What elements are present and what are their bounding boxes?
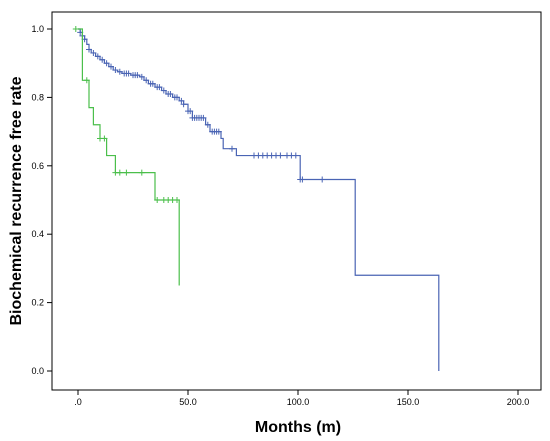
y-axis-title: Biochemical recurrence free rate (8, 76, 25, 325)
axes: 0.0 0.2 0.4 0.6 0.8 1.0 .0 50.0 100.0 150.0 200.0 (31, 24, 529, 407)
x-tick-label: 200.0 (507, 397, 530, 407)
censor-mark (277, 152, 284, 159)
x-tick-label: 150.0 (397, 397, 420, 407)
censor-mark (149, 80, 156, 87)
censor-mark (108, 63, 114, 70)
y-tick-label: 0.0 (31, 366, 44, 376)
censor-mark (94, 53, 101, 60)
censor-mark (174, 197, 180, 203)
series-layer (72, 26, 440, 371)
censor-mark (215, 128, 222, 135)
x-tick-label: 100.0 (287, 397, 310, 407)
censor-mark (204, 121, 211, 128)
censor-mark (123, 169, 130, 176)
y-tick-label: 0.8 (31, 92, 44, 102)
censor-mark (156, 84, 163, 91)
censor-mark (103, 60, 110, 67)
censor-mark (125, 70, 132, 77)
censor-mark (178, 97, 185, 104)
censor-mark (174, 94, 180, 101)
censor-mark (101, 135, 108, 142)
censor-mark (292, 152, 299, 159)
censor-mark (112, 67, 119, 74)
censor-mark (138, 169, 145, 176)
censor-mark (72, 26, 79, 32)
x-axis-title: Months (m) (255, 419, 341, 436)
censor-mark (83, 77, 90, 84)
censor-mark (90, 49, 97, 56)
censor-mark (116, 68, 123, 75)
censor-mark (167, 90, 174, 97)
censor-mark (200, 114, 207, 121)
censor-mark (138, 73, 145, 80)
censor-mark (86, 46, 92, 53)
censor-mark (229, 145, 235, 152)
y-tick-label: 0.2 (31, 298, 44, 308)
censor-mark (154, 197, 161, 203)
y-tick-label: 0.4 (31, 229, 44, 239)
censor-mark (160, 87, 167, 94)
plot-frame (51, 11, 542, 391)
x-tick-label: 50.0 (179, 397, 197, 407)
censor-mark (299, 176, 306, 183)
censor-mark (99, 56, 106, 63)
y-tick-label: 1.0 (31, 24, 44, 34)
censor-mark (187, 108, 194, 115)
censor-mark (134, 72, 141, 79)
censor-mark (143, 77, 150, 84)
x-tick-label: .0 (74, 397, 82, 407)
y-tick-label: 0.6 (31, 161, 44, 171)
censor-mark (116, 169, 123, 176)
censor-mark (319, 176, 326, 183)
censor-mark (180, 101, 187, 108)
